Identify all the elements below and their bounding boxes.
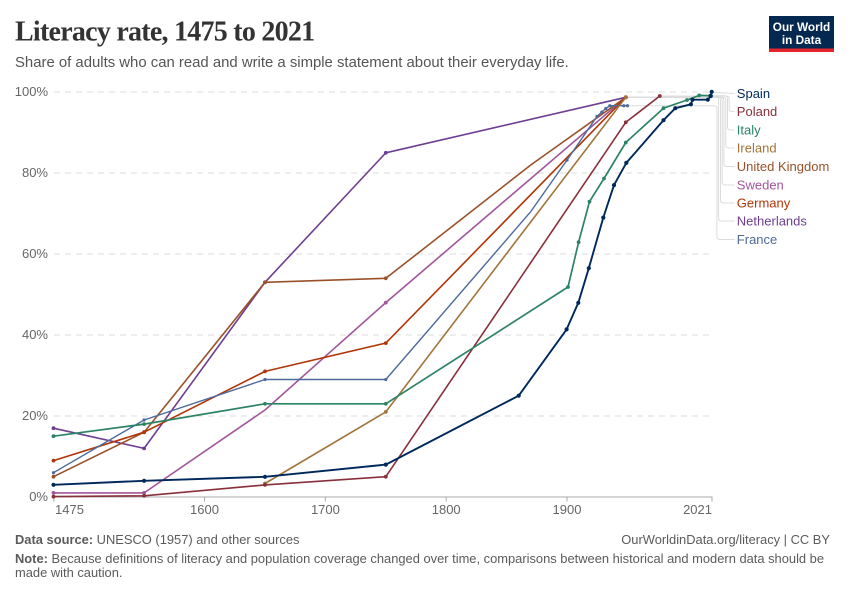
svg-text:0%: 0% [29, 489, 48, 504]
svg-text:1700: 1700 [311, 502, 340, 517]
svg-text:Our World: Our World [773, 20, 830, 34]
svg-text:20%: 20% [22, 408, 48, 423]
svg-text:United Kingdom: United Kingdom [737, 159, 830, 174]
svg-text:made with caution.: made with caution. [15, 565, 122, 580]
svg-text:Spain: Spain [737, 86, 770, 101]
svg-text:2021: 2021 [683, 502, 712, 517]
svg-text:Data source: UNESCO (1957) and: Data source: UNESCO (1957) and other sou… [15, 532, 299, 547]
svg-text:1475: 1475 [55, 502, 84, 517]
svg-text:60%: 60% [22, 246, 48, 261]
svg-text:1600: 1600 [190, 502, 219, 517]
svg-text:Share of adults who can read a: Share of adults who can read and write a… [15, 55, 569, 71]
svg-text:Poland: Poland [737, 104, 777, 119]
svg-text:in Data: in Data [782, 33, 822, 47]
svg-text:1800: 1800 [432, 502, 461, 517]
svg-text:40%: 40% [22, 327, 48, 342]
svg-text:Italy: Italy [737, 123, 761, 138]
svg-text:1900: 1900 [553, 502, 582, 517]
svg-text:Ireland: Ireland [737, 141, 777, 156]
svg-text:Germany: Germany [737, 196, 791, 211]
svg-text:Note: Because definitions of l: Note: Because definitions of literacy an… [15, 551, 824, 566]
svg-text:France: France [737, 232, 777, 247]
svg-text:OurWorldinData.org/literacy |: OurWorldinData.org/literacy | CC BY [621, 532, 830, 547]
svg-text:Literacy rate, 1475 to 2021: Literacy rate, 1475 to 2021 [15, 17, 314, 48]
svg-text:Sweden: Sweden [737, 178, 784, 193]
svg-text:Netherlands: Netherlands [737, 214, 808, 229]
svg-text:80%: 80% [22, 165, 48, 180]
svg-text:100%: 100% [15, 84, 49, 99]
